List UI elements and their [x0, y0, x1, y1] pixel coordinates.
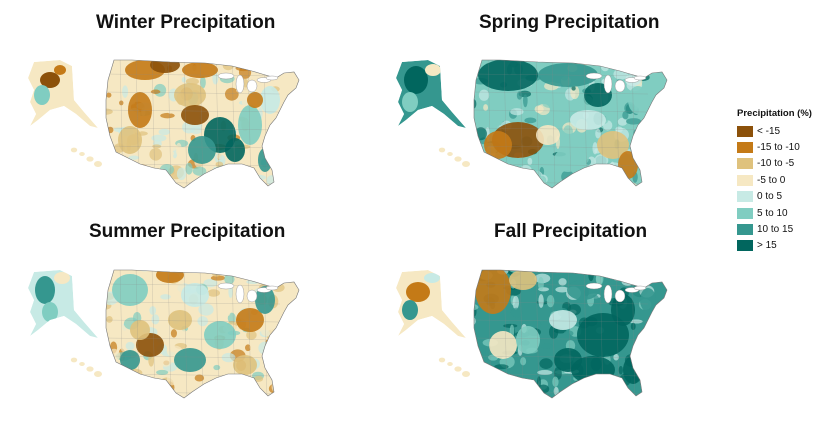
- legend-swatch: [737, 142, 753, 154]
- legend-item: > 15: [737, 238, 832, 254]
- legend-swatch: [737, 240, 753, 252]
- legend-swatch: [737, 125, 753, 137]
- legend-swatch: [737, 191, 753, 203]
- legend-item: 0 to 5: [737, 189, 832, 205]
- winter-precipitation-map: [28, 59, 300, 189]
- spring-panel-title: Spring Precipitation: [479, 12, 660, 33]
- legend-swatch: [737, 174, 753, 186]
- summer-panel-title: Summer Precipitation: [89, 221, 286, 242]
- spring-precipitation-map: [396, 59, 668, 189]
- legend-label: 10 to 15: [757, 224, 794, 236]
- summer-precipitation-map: [28, 269, 300, 399]
- precipitation-legend: Precipitation (%) < -15 -15 to -10 -10 to …: [737, 108, 832, 254]
- fall-panel-title: Fall Precipitation: [494, 221, 648, 242]
- legend-label: -10 to -5: [757, 158, 795, 170]
- legend-item: -10 to -5: [737, 156, 832, 172]
- legend-item: 5 to 10: [737, 205, 832, 221]
- legend-swatch: [737, 158, 753, 170]
- legend-swatch: [737, 207, 753, 219]
- legend-label: < -15: [757, 125, 781, 137]
- legend-item: -15 to -10: [737, 139, 832, 155]
- legend-title: Precipitation (%): [737, 108, 812, 119]
- legend-label: 0 to 5: [757, 191, 783, 203]
- legend-label: 5 to 10: [757, 207, 788, 219]
- legend-item: 10 to 15: [737, 221, 832, 237]
- legend-label: > 15: [757, 240, 777, 252]
- fall-precipitation-map: [396, 269, 668, 399]
- legend-item: < -15: [737, 123, 832, 139]
- legend-label: -15 to -10: [757, 142, 800, 154]
- legend-swatch: [737, 224, 753, 236]
- legend-label: -5 to 0: [757, 174, 786, 186]
- legend-item: -5 to 0: [737, 172, 832, 188]
- winter-panel-title: Winter Precipitation: [96, 12, 276, 33]
